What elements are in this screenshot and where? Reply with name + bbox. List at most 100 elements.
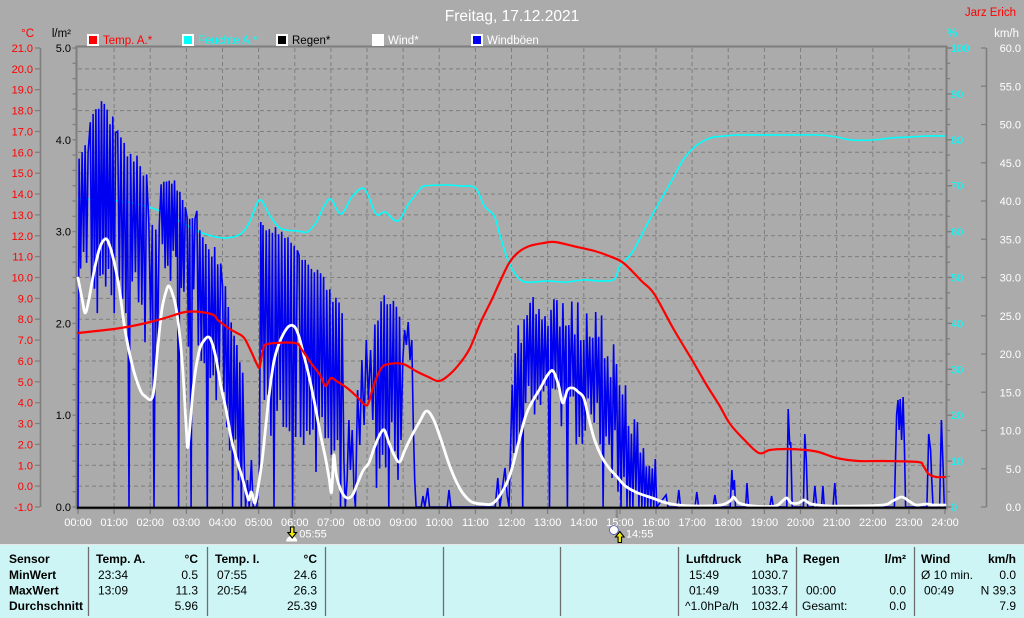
- svg-text:50.0: 50.0: [1000, 120, 1021, 132]
- svg-text:20:54: 20:54: [217, 584, 247, 598]
- svg-text:23:34: 23:34: [98, 568, 128, 582]
- svg-text:11:00: 11:00: [462, 517, 489, 529]
- svg-text:0.0: 0.0: [889, 599, 906, 613]
- svg-text:02:00: 02:00: [136, 517, 164, 529]
- svg-text:%: %: [947, 28, 957, 40]
- svg-text:07:55: 07:55: [217, 568, 247, 582]
- svg-text:20.0: 20.0: [1000, 349, 1021, 361]
- svg-text:100: 100: [951, 43, 969, 55]
- svg-text:1033.7: 1033.7: [751, 584, 788, 598]
- svg-text:4.0: 4.0: [56, 135, 71, 147]
- svg-text:Temp. I.: Temp. I.: [215, 552, 259, 566]
- svg-text:5.0: 5.0: [1006, 464, 1021, 476]
- svg-text:17:00: 17:00: [678, 517, 706, 529]
- svg-text:24:00: 24:00: [931, 517, 959, 529]
- svg-text:8.0: 8.0: [18, 314, 33, 326]
- svg-text:14.0: 14.0: [12, 189, 33, 201]
- svg-text:00:49: 00:49: [924, 584, 954, 598]
- svg-text:12.0: 12.0: [12, 231, 33, 243]
- svg-text:5.0: 5.0: [56, 43, 71, 55]
- svg-text:16.0: 16.0: [12, 147, 33, 159]
- svg-text:N 39.3: N 39.3: [981, 584, 1017, 598]
- svg-text:9.0: 9.0: [18, 293, 33, 305]
- svg-text:35.0: 35.0: [1000, 234, 1021, 246]
- svg-text:0.0: 0.0: [889, 584, 906, 598]
- svg-text:0.0: 0.0: [1006, 502, 1021, 514]
- svg-text:25.0: 25.0: [1000, 311, 1021, 323]
- svg-text:km/h: km/h: [994, 28, 1019, 40]
- svg-text:Windböen: Windböen: [487, 35, 539, 47]
- svg-text:3.0: 3.0: [18, 419, 33, 431]
- svg-text:15.0: 15.0: [12, 168, 33, 180]
- svg-text:0.0: 0.0: [999, 568, 1016, 582]
- svg-text:l/m²: l/m²: [52, 28, 71, 40]
- svg-text:0.0: 0.0: [56, 502, 71, 514]
- svg-text:21:00: 21:00: [823, 517, 851, 529]
- svg-text:25.39: 25.39: [287, 599, 317, 613]
- svg-text:MinWert: MinWert: [9, 568, 56, 582]
- svg-text:°C: °C: [185, 552, 199, 566]
- svg-text:13:09: 13:09: [98, 584, 128, 598]
- svg-text:23:00: 23:00: [895, 517, 923, 529]
- svg-text:05:55: 05:55: [299, 529, 327, 541]
- svg-text:Freitag, 17.12.2021: Freitag, 17.12.2021: [445, 8, 579, 25]
- svg-text:80: 80: [951, 135, 963, 147]
- svg-text:0: 0: [951, 502, 957, 514]
- svg-text:5.0: 5.0: [18, 377, 33, 389]
- svg-text:Feuchte A.*: Feuchte A.*: [198, 35, 258, 47]
- svg-text:Temp. A.: Temp. A.: [96, 552, 145, 566]
- svg-text:11.0: 11.0: [12, 252, 33, 264]
- svg-text:12:00: 12:00: [498, 517, 526, 529]
- svg-text:1.0: 1.0: [56, 410, 71, 422]
- svg-text:4.0: 4.0: [18, 398, 33, 410]
- svg-text:0.0: 0.0: [18, 481, 33, 493]
- svg-text:20.0: 20.0: [12, 64, 33, 76]
- svg-text:06:00: 06:00: [281, 517, 309, 529]
- svg-text:10.0: 10.0: [1000, 426, 1021, 438]
- svg-text:03:00: 03:00: [173, 517, 201, 529]
- svg-text:7.0: 7.0: [18, 335, 33, 347]
- svg-text:Regen: Regen: [803, 552, 840, 566]
- svg-text:1.0: 1.0: [18, 460, 33, 472]
- svg-text:21.0: 21.0: [12, 43, 33, 55]
- svg-text:40.0: 40.0: [1000, 196, 1021, 208]
- svg-text:3.0: 3.0: [56, 227, 71, 239]
- svg-text:40: 40: [951, 318, 963, 330]
- svg-text:10: 10: [951, 456, 963, 468]
- svg-text:15:49: 15:49: [689, 568, 719, 582]
- svg-text:15.0: 15.0: [1000, 387, 1021, 399]
- svg-text:°C: °C: [21, 28, 34, 40]
- svg-text:5.96: 5.96: [175, 599, 199, 613]
- svg-text:13.0: 13.0: [12, 210, 33, 222]
- svg-text:17.0: 17.0: [12, 126, 33, 138]
- svg-text:0.5: 0.5: [181, 568, 198, 582]
- svg-text:20:00: 20:00: [787, 517, 815, 529]
- svg-text:00:00: 00:00: [64, 517, 92, 529]
- svg-text:km/h: km/h: [988, 552, 1016, 566]
- svg-text:Regen*: Regen*: [292, 35, 331, 47]
- svg-text:90: 90: [951, 89, 963, 101]
- svg-text:19.0: 19.0: [12, 85, 33, 97]
- svg-text:60: 60: [951, 227, 963, 239]
- svg-text:30: 30: [951, 364, 963, 376]
- svg-text:10.0: 10.0: [12, 272, 33, 284]
- svg-text:Durchschnitt: Durchschnitt: [9, 599, 83, 613]
- svg-text:13:00: 13:00: [534, 517, 562, 529]
- svg-text:2.0: 2.0: [18, 439, 33, 451]
- svg-text:45.0: 45.0: [1000, 158, 1021, 170]
- svg-text:^1.0hPa/h: ^1.0hPa/h: [685, 599, 739, 613]
- svg-text:26.3: 26.3: [294, 584, 318, 598]
- svg-text:Luftdruck: Luftdruck: [686, 552, 742, 566]
- svg-text:Gesamt:: Gesamt:: [802, 599, 847, 613]
- svg-text:10:00: 10:00: [425, 517, 453, 529]
- svg-text:Temp. A.*: Temp. A.*: [103, 35, 153, 47]
- svg-text:7.9: 7.9: [999, 599, 1016, 613]
- svg-text:Ø 10 min.: Ø 10 min.: [921, 568, 973, 582]
- svg-text:19:00: 19:00: [751, 517, 779, 529]
- svg-text:05:00: 05:00: [245, 517, 273, 529]
- svg-text:Wind*: Wind*: [388, 35, 419, 47]
- svg-text:22:00: 22:00: [859, 517, 887, 529]
- svg-text:hPa: hPa: [766, 552, 788, 566]
- svg-text:24.6: 24.6: [294, 568, 318, 582]
- svg-text:09:00: 09:00: [389, 517, 417, 529]
